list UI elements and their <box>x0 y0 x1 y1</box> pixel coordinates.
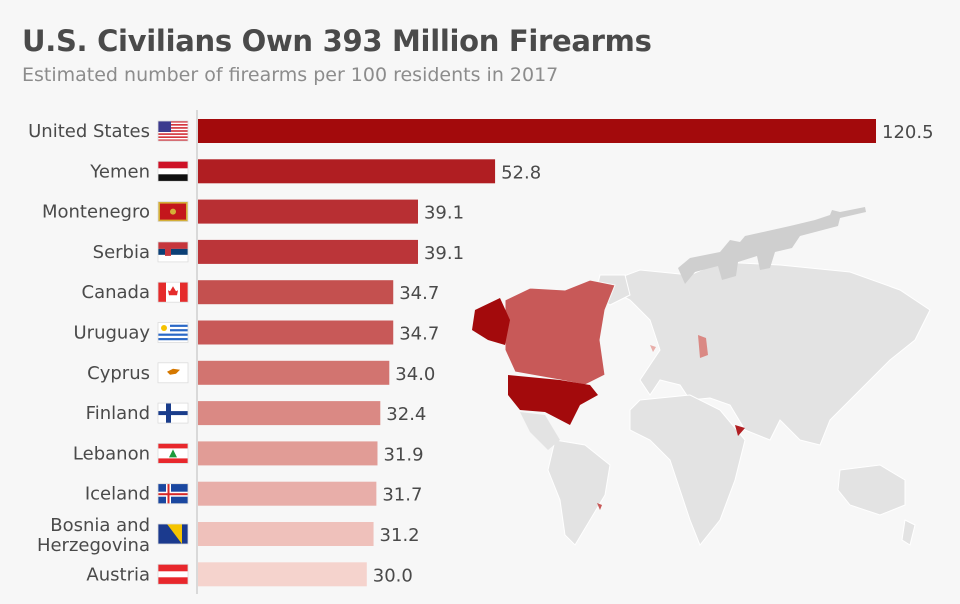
bar-row: Lebanon 31.9 <box>73 441 424 466</box>
bar-row: Canada 34.7 <box>82 280 439 305</box>
bar <box>198 522 374 546</box>
bar-row: Uruguay 34.7 <box>74 320 439 345</box>
chart-subtitle: Estimated number of firearms per 100 res… <box>22 64 559 86</box>
flag-ba-icon <box>157 523 189 545</box>
uruguay-shape <box>597 503 602 510</box>
bar <box>198 199 418 224</box>
bar <box>198 562 367 587</box>
category-label: Serbia <box>93 242 150 263</box>
value-label: 31.9 <box>383 444 423 465</box>
north-america-highlight <box>472 279 745 510</box>
bar <box>198 280 394 305</box>
canada-shape <box>504 279 616 386</box>
bar-row: Bosnia and Herzegovina 31.2 <box>37 515 420 556</box>
bar-row: United States 120.5 <box>28 119 934 143</box>
bar <box>198 441 378 466</box>
flag-rs-icon <box>157 241 189 263</box>
flag-cy-icon <box>157 362 189 384</box>
category-label: Iceland <box>85 484 150 505</box>
flag-at-icon <box>157 563 189 585</box>
flag-me-icon <box>157 201 189 223</box>
value-label: 52.8 <box>501 162 541 183</box>
finland-shape <box>698 335 708 358</box>
category-label: Finland <box>86 403 150 424</box>
category-label: Uruguay <box>74 323 151 344</box>
bar <box>198 159 496 184</box>
flag-is-icon <box>157 483 189 505</box>
bar <box>198 401 381 426</box>
value-label: 39.1 <box>424 203 464 224</box>
bar <box>198 239 418 264</box>
iceland-shape <box>650 345 656 352</box>
bar-row: Austria 30.0 <box>86 562 413 587</box>
value-label: 39.1 <box>424 243 464 264</box>
category-label: Austria <box>86 564 150 585</box>
flag-lb-icon <box>157 442 189 464</box>
bar-row: Finland 32.4 <box>86 401 426 426</box>
bar-row: Yemen 52.8 <box>89 159 541 184</box>
alaska-shape <box>472 298 510 345</box>
flag-ye-icon <box>157 160 189 182</box>
usa-shape <box>508 375 598 425</box>
value-label: 30.0 <box>373 565 413 586</box>
value-label: 32.4 <box>386 404 426 425</box>
category-label: Yemen <box>89 161 150 182</box>
yemen-shape <box>735 425 745 436</box>
bar-row: Montenegro 39.1 <box>42 199 464 224</box>
mexico-shape <box>520 412 560 450</box>
world-map <box>472 207 931 546</box>
world-land <box>547 261 931 546</box>
bar <box>198 481 377 506</box>
flag-uy-icon <box>157 322 189 343</box>
category-label: Canada <box>82 282 151 303</box>
flag-ca-icon <box>157 281 189 303</box>
chart-title: U.S. Civilians Own 393 Million Firearms <box>22 24 652 58</box>
category-label: Montenegro <box>42 202 150 223</box>
value-label: 120.5 <box>882 122 934 143</box>
value-label: 34.0 <box>395 364 435 385</box>
category-label: Bosnia and Herzegovina <box>37 515 150 556</box>
category-label: Lebanon <box>73 443 150 464</box>
flag-us-icon <box>157 120 189 142</box>
bar <box>198 360 390 385</box>
bar <box>198 119 876 143</box>
value-label: 31.7 <box>382 485 422 506</box>
category-label: Cyprus <box>87 363 150 384</box>
value-label: 31.2 <box>380 525 420 546</box>
rifle-icon <box>678 207 866 284</box>
flag-fi-icon <box>157 402 189 424</box>
value-label: 34.7 <box>399 283 439 304</box>
bar-row: Serbia 39.1 <box>93 239 464 264</box>
category-label: United States <box>28 121 150 142</box>
bar-row: Cyprus 34.0 <box>87 360 435 385</box>
value-label: 34.7 <box>399 324 439 345</box>
bar <box>198 320 394 345</box>
bar-row: Iceland 31.7 <box>85 481 422 506</box>
